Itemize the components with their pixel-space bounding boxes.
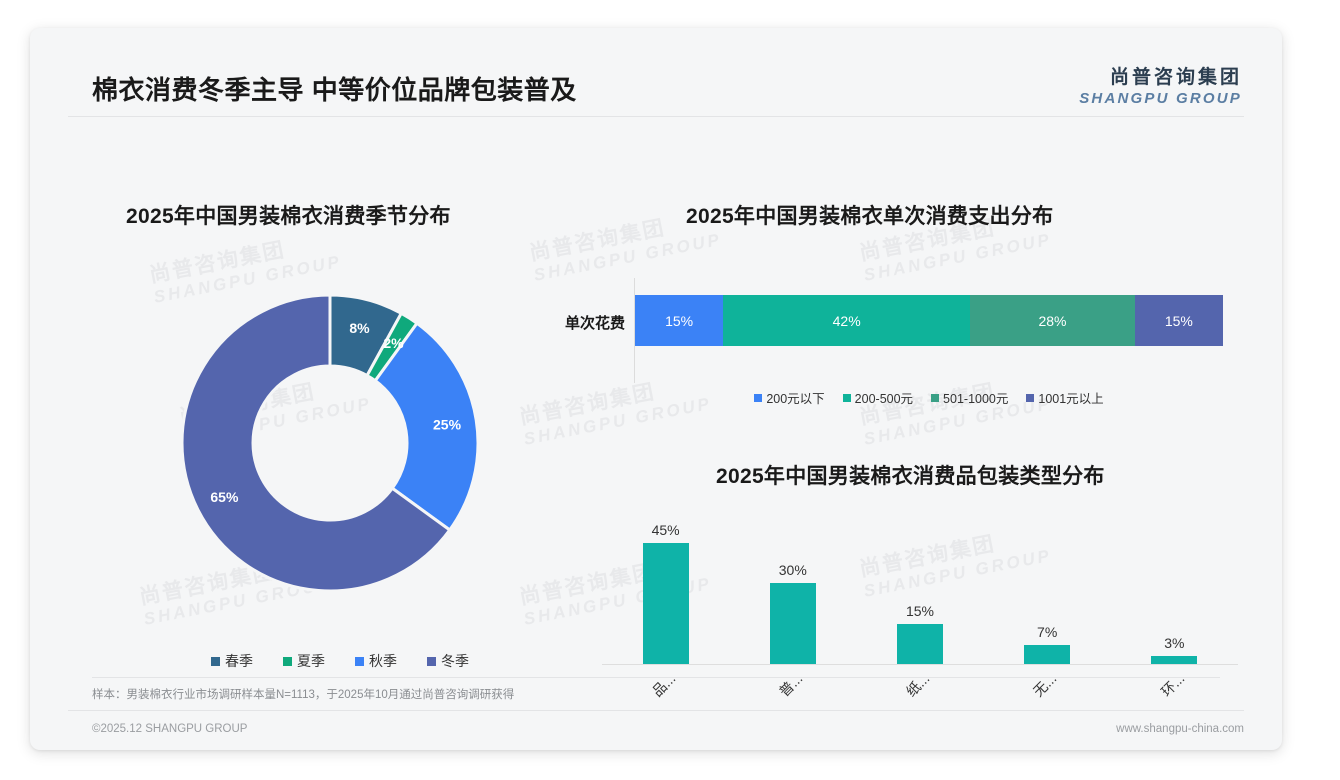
column-value-label: 3% — [1164, 634, 1185, 651]
logo-text-cn: 尚普咨询集团 — [1109, 67, 1242, 88]
stacked-bar-segment[interactable]: 28% — [970, 295, 1135, 346]
brand-logo: 尚普咨询集团 SHANGPU GROUP — [1079, 62, 1242, 107]
spend-stacked-chart: 单次花费 15% 42% 28% 15% 200元以下 200-500元 501-1000… — [530, 278, 1250, 423]
stacked-category-label: 单次花费 — [564, 315, 625, 332]
legend-swatch — [842, 393, 851, 402]
donut-chart-title: 2025年中国男装棉衣消费季节分布 — [126, 205, 451, 228]
source-footnote: 样本：男装棉衣行业市场调研样本量N=1113，于2025年10月通过尚普咨询调研… — [92, 677, 1220, 702]
legend-label: 秋季 — [369, 653, 397, 669]
donut-slice[interactable] — [180, 293, 452, 593]
legend-label: 501-1000元 — [943, 392, 1009, 406]
legend-swatch — [754, 393, 763, 402]
legend-swatch — [355, 656, 364, 666]
column-value-label: 7% — [1037, 624, 1058, 641]
column-bar[interactable] — [642, 542, 689, 664]
legend-swatch — [427, 656, 436, 666]
packaging-column-chart: 45% 30% 15% 7% 3% 品... 普... 纸... 无... 环... — [590, 498, 1250, 700]
stacked-legend-item[interactable]: 501-1000元 — [931, 388, 1008, 407]
column-item[interactable]: 7% — [992, 498, 1102, 664]
column-value-label: 15% — [905, 602, 934, 619]
stacked-bar-segment[interactable]: 15% — [635, 295, 724, 346]
column-bar[interactable] — [1024, 645, 1071, 664]
legend-label: 1001元以上 — [1038, 392, 1104, 406]
stacked-axis-line — [634, 278, 635, 383]
column-item[interactable]: 15% — [865, 498, 975, 664]
stacked-bar-segment[interactable]: 15% — [1134, 295, 1223, 346]
donut-legend-item[interactable]: 春季 — [211, 651, 253, 671]
column-item[interactable]: 3% — [1119, 498, 1229, 664]
page-title: 棉衣消费冬季主导 中等价位品牌包装普及 — [92, 75, 577, 105]
donut-legend-item[interactable]: 秋季 — [355, 651, 397, 671]
stacked-legend-item[interactable]: 200元以下 — [754, 388, 825, 407]
column-plot-area: 45% 30% 15% 7% 3% — [602, 498, 1238, 664]
legend-label: 200-500元 — [854, 392, 914, 406]
stacked-legend: 200元以下 200-500元 501-1000元 1001元以上 — [635, 388, 1223, 407]
legend-label: 200元以下 — [766, 392, 825, 406]
donut-svg: 8% 2% 25% 65% — [180, 293, 480, 593]
legend-swatch — [1026, 393, 1035, 402]
legend-label: 春季 — [225, 653, 253, 669]
column-bar[interactable] — [769, 583, 816, 664]
logo-text-en: SHANGPU GROUP — [1079, 90, 1242, 107]
column-chart-title: 2025年中国男装棉衣消费品包装类型分布 — [716, 465, 1105, 488]
stacked-bar: 15% 42% 28% 15% — [635, 295, 1223, 346]
legend-label: 夏季 — [297, 653, 325, 669]
donut-slice-label: 25% — [433, 416, 462, 432]
season-donut-chart: 8% 2% 25% 65% 春季 夏季 秋季 冬季 — [130, 283, 550, 683]
legend-label: 冬季 — [441, 653, 469, 669]
column-baseline — [602, 664, 1238, 665]
watermark-cn: 尚普咨询集团 — [147, 238, 288, 288]
stacked-bar-segment[interactable]: 42% — [723, 295, 971, 346]
legend-swatch — [283, 656, 292, 666]
column-value-label: 45% — [651, 521, 680, 538]
slide-card: 尚普咨询集团 SHANGPU GROUP 尚普咨询集团 SHANGPU GROU… — [30, 28, 1282, 750]
column-value-label: 30% — [778, 562, 807, 578]
stacked-legend-item[interactable]: 200-500元 — [842, 388, 914, 407]
donut-legend-item[interactable]: 夏季 — [283, 651, 325, 671]
donut-slice-label: 8% — [349, 320, 370, 336]
column-bar[interactable] — [896, 623, 943, 664]
donut-legend: 春季 夏季 秋季 冬季 — [130, 651, 550, 671]
donut-slice-label: 2% — [383, 335, 404, 351]
column-item[interactable]: 30% — [738, 498, 848, 664]
donut-slice[interactable] — [373, 321, 480, 533]
slide-header: 棉衣消费冬季主导 中等价位品牌包装普及 尚普咨询集团 SHANGPU GROUP — [30, 28, 1282, 117]
copyright-text: ©2025.12 SHANGPU GROUP — [92, 723, 248, 735]
stacked-legend-item[interactable]: 1001元以上 — [1026, 388, 1104, 407]
legend-swatch — [211, 656, 220, 666]
donut-slice-label: 65% — [210, 489, 239, 505]
donut-legend-item[interactable]: 冬季 — [427, 651, 469, 671]
slide-footer: ©2025.12 SHANGPU GROUP www.shangpu-china… — [68, 710, 1244, 750]
legend-swatch — [931, 393, 940, 402]
column-bar[interactable] — [1151, 655, 1198, 664]
website-link[interactable]: www.shangpu-china.com — [1116, 723, 1244, 735]
column-item[interactable]: 45% — [611, 498, 721, 664]
stacked-chart-title: 2025年中国男装棉衣单次消费支出分布 — [686, 205, 1054, 228]
